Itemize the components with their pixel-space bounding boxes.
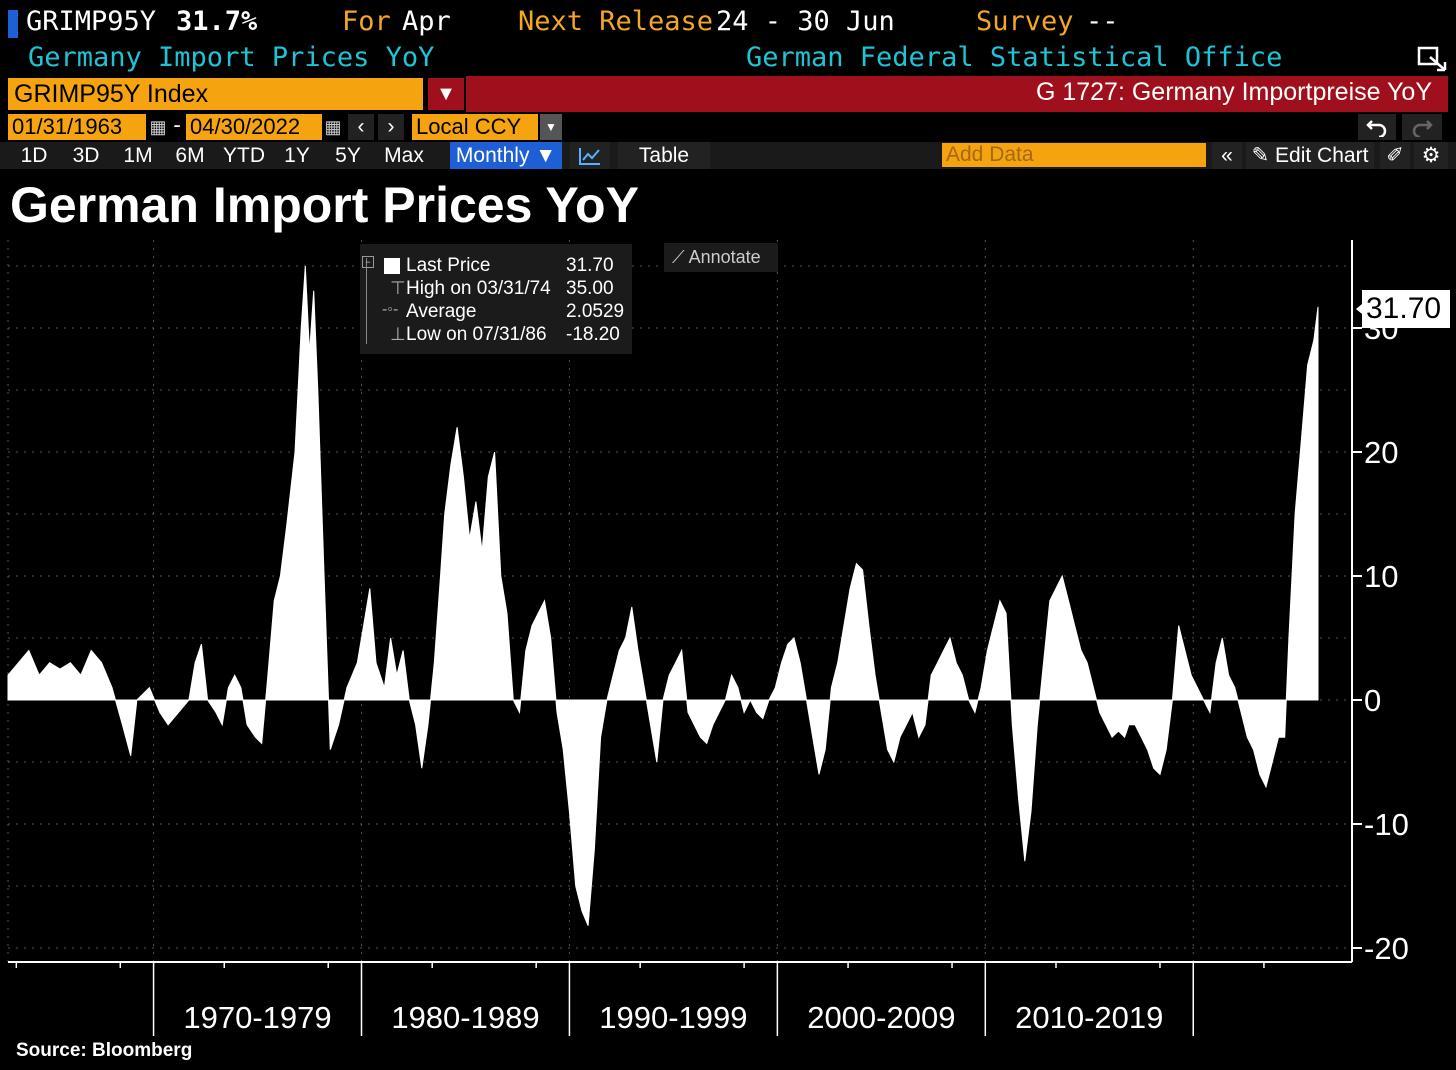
security-input[interactable]: GRIMP95Y Index [8, 78, 423, 110]
range-button-6m[interactable]: 6M [175, 144, 205, 167]
chart-type-icon[interactable] [570, 142, 610, 169]
series-area [7, 265, 1319, 926]
range-button-5y[interactable]: 5Y [335, 144, 361, 167]
legend-average-label: Average [406, 301, 477, 322]
x-decade-label: 1980-1989 [391, 1000, 539, 1035]
popout-icon[interactable] [1416, 44, 1448, 72]
date-separator: - [173, 112, 181, 137]
redo-button[interactable] [1402, 114, 1442, 140]
table-button[interactable]: Table [618, 142, 710, 169]
x-decade-label: 1990-1999 [599, 1000, 747, 1035]
legend-low-label: Low on 07/31/86 [406, 324, 547, 345]
next-period-button[interactable]: › [378, 114, 404, 140]
x-decade-label: 2000-2009 [807, 1000, 955, 1035]
ticker: GRIMP95Y [26, 6, 157, 37]
gear-icon[interactable]: ⚙ [1414, 142, 1448, 169]
ticker-value: 31.7% [176, 6, 258, 37]
legend-high-value: 35.00 [566, 278, 614, 299]
next-release-label: Next Release [518, 6, 714, 37]
last-value-label: 31.70 [1366, 292, 1442, 325]
end-calendar-icon[interactable]: ▦ [324, 117, 342, 137]
series-swatch-icon [384, 258, 400, 274]
annotate-button[interactable]: ⟋ Annotate [664, 243, 778, 272]
range-button-1m[interactable]: 1M [123, 144, 153, 167]
draw-icon[interactable]: ✐ [1380, 142, 1410, 169]
add-data-input[interactable]: Add Data [942, 143, 1206, 167]
x-decade-label: 2010-2019 [1015, 1000, 1163, 1035]
edit-chart-label: Edit Chart [1275, 144, 1369, 167]
chart-title: German Import Prices YoY [10, 177, 639, 233]
legend-last-label: Last Price [406, 255, 491, 276]
for-period: Apr [402, 6, 451, 37]
legend-average-value: 2.0529 [566, 301, 625, 322]
y-tick-label: -20 [1364, 931, 1409, 966]
legend-high-label: High on 03/31/74 [406, 278, 551, 299]
annotate-label: Annotate [688, 247, 761, 267]
range-button-max[interactable]: Max [384, 144, 424, 167]
collapse-icon[interactable]: « [1212, 142, 1242, 169]
frequency-select[interactable]: Monthly ▼ [450, 142, 562, 169]
survey-label: Survey [976, 6, 1074, 37]
annotate-pencil-icon: ⟋ [672, 247, 685, 267]
x-decade-label: 1970-1979 [183, 1000, 331, 1035]
start-date-field[interactable]: 01/31/1963 [8, 114, 146, 140]
survey-value: -- [1086, 6, 1119, 37]
low-icon: ⊥ [390, 324, 406, 344]
range-button-3d[interactable]: 3D [72, 144, 100, 167]
source-org: German Federal Statistical Office [746, 42, 1283, 73]
start-calendar-icon[interactable]: ▦ [149, 117, 167, 137]
legend-low-value: -18.20 [566, 324, 620, 345]
security-banner: G 1727: Germany Importpreise YoY [466, 76, 1448, 112]
last-value-callout: 31.70 [1356, 290, 1450, 328]
pencil-icon: ✎ [1251, 144, 1270, 167]
edit-chart-button[interactable]: ✎ Edit Chart [1246, 142, 1374, 169]
range-button-1d[interactable]: 1D [20, 144, 48, 167]
y-tick-label: 0 [1364, 683, 1381, 718]
source-note: Source: Bloomberg [16, 1040, 193, 1061]
ticker-marker [8, 10, 18, 38]
high-icon: ⊤ [390, 278, 406, 298]
y-tick-label: 20 [1364, 435, 1398, 470]
prev-period-button[interactable]: ‹ [348, 114, 374, 140]
description: Germany Import Prices YoY [28, 42, 435, 73]
range-button-1y[interactable]: 1Y [284, 144, 310, 167]
legend-bracket [366, 258, 377, 344]
security-banner-text: G 1727: Germany Importpreise YoY [1035, 78, 1432, 106]
average-icon: -◦- [382, 301, 399, 318]
quote-header: GRIMP95Y 31.7% For Apr Next Release 24 -… [0, 6, 1456, 42]
y-tick-label: -10 [1364, 807, 1409, 842]
range-button-ytd[interactable]: YTD [223, 144, 265, 167]
undo-button[interactable] [1358, 114, 1396, 140]
description-row: Germany Import Prices YoY German Federal… [0, 42, 1456, 76]
next-release-value: 24 - 30 Jun [716, 6, 895, 37]
currency-select[interactable]: Local CCY [412, 114, 538, 140]
end-date-field[interactable]: 04/30/2022 [186, 114, 322, 140]
legend-box: − Last Price 31.70 ⊤ High on 03/31/74 35… [360, 244, 632, 354]
y-tick-label: 10 [1364, 559, 1398, 594]
legend-collapse-icon[interactable]: − [362, 256, 374, 268]
for-label: For [342, 6, 391, 37]
security-dropdown-icon[interactable]: ▼ [428, 78, 464, 110]
legend-last-value: 31.70 [566, 255, 614, 276]
currency-dropdown-icon[interactable]: ▼ [540, 114, 562, 140]
